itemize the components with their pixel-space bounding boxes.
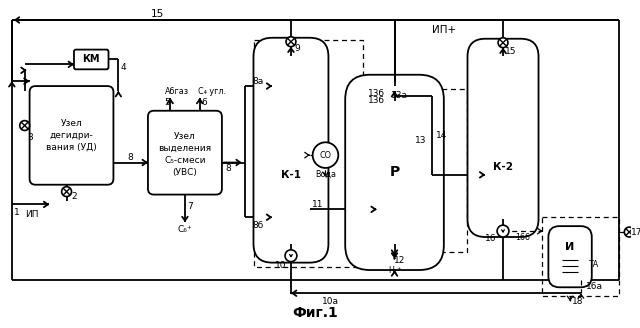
Text: К-1: К-1 [281,170,301,180]
Text: 16б: 16б [515,234,530,242]
Text: КМ: КМ [83,54,100,65]
Text: 13б: 13б [368,90,385,98]
FancyBboxPatch shape [74,50,109,69]
Text: И: И [566,242,575,252]
Circle shape [313,142,339,168]
Text: вания (УД): вания (УД) [46,143,97,152]
Text: Узел: Узел [61,119,83,128]
Text: 12: 12 [394,256,405,265]
Text: 8а: 8а [253,77,264,86]
Text: С₅-смеси: С₅-смеси [164,156,205,165]
Text: Узел: Узел [174,133,196,141]
Text: 13: 13 [415,136,427,145]
Text: 8: 8 [128,153,134,162]
Text: 10: 10 [275,261,287,270]
Text: Абгаз: Абгаз [165,87,189,95]
Text: 9: 9 [294,44,300,53]
Text: 16: 16 [485,235,497,243]
FancyBboxPatch shape [345,75,444,270]
Bar [543,217,620,296]
Text: ИП: ИП [25,210,38,219]
FancyBboxPatch shape [29,86,113,185]
Text: 13б: 13б [368,96,385,105]
Text: 5: 5 [164,98,170,107]
Text: С₄ угл.: С₄ угл. [198,87,226,95]
Text: 3: 3 [28,133,33,142]
Text: 8б: 8б [253,221,264,230]
Text: 10а: 10а [322,297,339,306]
Text: С₆⁺: С₆⁺ [178,225,192,234]
Text: ТА: ТА [588,260,598,269]
Text: 11: 11 [312,200,323,209]
Text: 6: 6 [202,98,207,107]
Circle shape [498,38,508,48]
Text: 16а: 16а [586,282,603,291]
Text: 17: 17 [632,228,640,236]
Text: 15: 15 [505,47,516,56]
Text: Н₂⁺: Н₂⁺ [388,266,401,275]
Text: выделения: выделения [158,144,211,153]
Text: 13а: 13а [391,92,408,100]
Text: CO: CO [319,151,332,160]
Text: 8: 8 [225,164,230,173]
Text: Вода: Вода [315,170,336,179]
Text: 2: 2 [72,192,77,201]
Text: 15: 15 [151,9,164,19]
Text: К-2: К-2 [493,162,513,173]
FancyBboxPatch shape [467,39,538,237]
Circle shape [20,121,29,131]
FancyBboxPatch shape [253,38,328,263]
Text: 18: 18 [572,297,584,306]
Bar [363,89,467,252]
Circle shape [285,250,297,262]
Text: дегидри-: дегидри- [50,131,93,140]
Text: ИП+: ИП+ [432,25,456,35]
Text: Р: Р [389,165,399,179]
Text: Фиг.1: Фиг.1 [292,306,339,320]
FancyBboxPatch shape [548,226,592,287]
Text: 1: 1 [14,208,20,217]
Circle shape [286,37,296,47]
Circle shape [61,187,72,196]
Text: 7: 7 [187,202,193,211]
Circle shape [625,227,634,237]
Text: 14: 14 [436,131,447,140]
Circle shape [497,225,509,237]
Bar [255,40,363,267]
Text: (УВС): (УВС) [173,168,197,177]
Text: 4: 4 [120,63,126,72]
FancyBboxPatch shape [148,111,222,195]
